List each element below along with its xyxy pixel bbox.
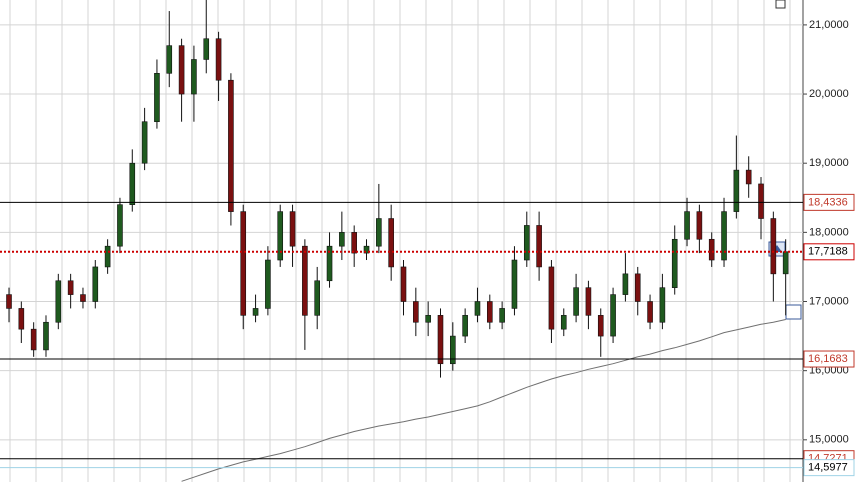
candle-body	[499, 308, 505, 323]
candle-body	[302, 245, 308, 316]
y-tick-label: 17,0000	[809, 295, 849, 307]
window-icon[interactable]	[775, 0, 786, 9]
candle-body	[708, 238, 715, 261]
candle-body	[758, 183, 764, 219]
candle-body	[622, 273, 629, 295]
candle-body	[671, 238, 678, 288]
candle-body	[437, 315, 444, 365]
candle-body	[462, 315, 468, 337]
candle-body	[104, 245, 111, 268]
candle-body	[486, 301, 493, 323]
candle-body	[215, 38, 222, 81]
price-level-label: 17,7188	[808, 246, 848, 258]
candle-body	[745, 169, 752, 185]
price-level-box	[803, 193, 855, 211]
candle-body	[141, 121, 148, 164]
candle-body	[634, 273, 641, 302]
candle-body	[339, 232, 345, 247]
candle-body	[178, 45, 185, 95]
candle-body	[289, 211, 296, 247]
candle-body	[203, 38, 210, 60]
candle-body	[80, 294, 86, 302]
candle-body	[523, 225, 530, 261]
moving-average	[181, 319, 786, 482]
candle-body	[647, 301, 653, 323]
candle-body	[425, 315, 431, 323]
candle-body	[326, 245, 333, 282]
candle-body	[573, 287, 579, 316]
candle-body	[376, 218, 382, 247]
candle-body	[511, 259, 518, 309]
candle-body	[277, 211, 284, 261]
y-tick-label: 20,0000	[809, 88, 849, 100]
candle-body	[610, 294, 616, 337]
candle-body	[770, 218, 777, 275]
y-tick-label: 16,0000	[809, 365, 849, 377]
candle-body	[560, 315, 567, 330]
tool-icon[interactable]	[785, 304, 802, 320]
y-tick-label: 15,0000	[809, 434, 849, 446]
price-level-label: 18,4336	[808, 196, 848, 208]
candle-body	[474, 301, 481, 316]
candle-body	[696, 211, 703, 240]
y-tick-label: 21,0000	[809, 19, 849, 31]
candle-body	[67, 280, 74, 295]
candle-body	[55, 280, 62, 323]
candle-body	[548, 266, 555, 330]
candle-body	[659, 287, 666, 323]
candle-body	[388, 218, 394, 268]
candle-body	[191, 59, 197, 95]
candle-body	[733, 169, 740, 212]
vertical-grid	[9, 0, 791, 482]
candle-body	[129, 162, 136, 205]
candle-body	[597, 315, 604, 337]
candle-body	[43, 321, 49, 351]
candle-body	[782, 251, 789, 275]
candle-body	[228, 79, 234, 212]
candle-body	[413, 301, 419, 323]
y-tick-label: 19,0000	[809, 157, 849, 169]
candle-body	[252, 308, 259, 316]
candle-body	[351, 232, 357, 254]
candle-body	[585, 287, 592, 316]
candle-body	[400, 266, 407, 302]
candle-body	[536, 225, 542, 268]
price-level-label: 16,1683	[808, 353, 848, 365]
candle-body	[314, 280, 321, 316]
candle-body	[363, 245, 370, 254]
candle-body	[265, 259, 271, 309]
price-level-box	[803, 243, 855, 261]
candle-body	[30, 328, 37, 351]
candle-body	[684, 211, 690, 240]
candle-body	[6, 294, 12, 309]
candle-body	[92, 266, 99, 302]
candle-body	[18, 308, 25, 330]
candle-body	[240, 211, 247, 316]
price-level-label: 14,5977	[808, 462, 848, 474]
candle-body	[166, 45, 173, 74]
price-level-box	[803, 350, 855, 368]
y-tick-label: 18,0000	[809, 226, 849, 238]
candle-body	[154, 73, 160, 123]
price-level-box	[803, 459, 855, 477]
candle-body	[117, 204, 123, 247]
candle-body	[721, 211, 727, 261]
candle-body	[450, 335, 456, 365]
